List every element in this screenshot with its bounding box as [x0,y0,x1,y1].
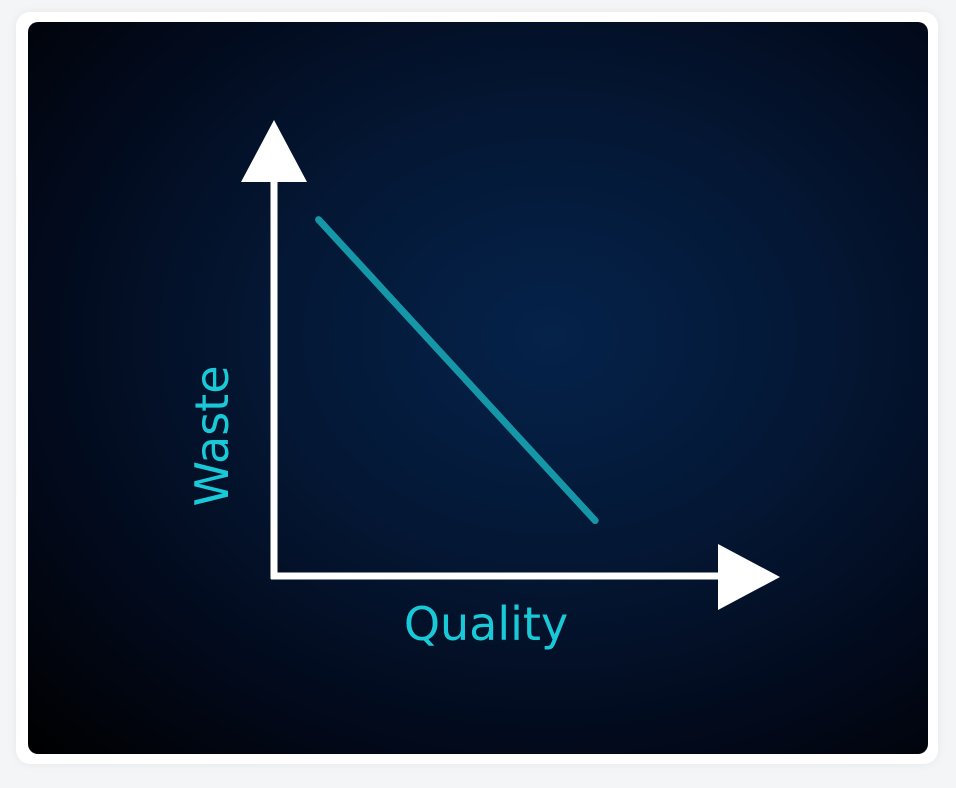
axes [241,120,780,610]
chart-marks [315,216,599,525]
y-axis-label: Waste [185,365,239,506]
x-axis-arrowhead [718,544,780,610]
y-axis-arrowhead [241,120,307,182]
series-line-0 [315,216,599,525]
x-axis-label: Quality [404,597,568,651]
